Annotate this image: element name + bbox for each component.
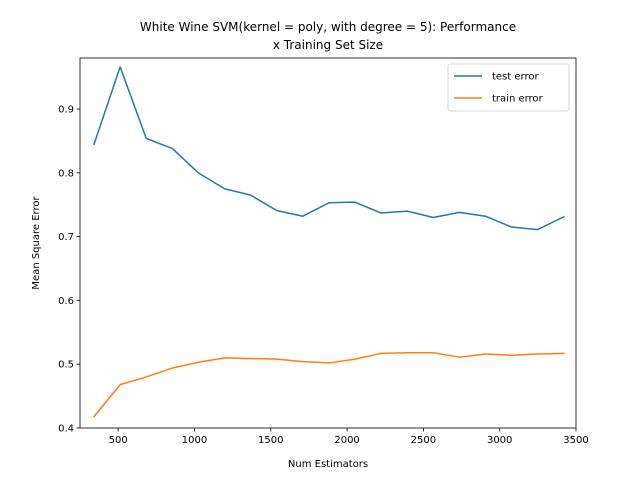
x-tick-label: 2000 [334, 435, 359, 446]
x-tick-label: 1000 [182, 435, 207, 446]
x-tick-label: 3000 [487, 435, 512, 446]
y-tick-label: 0.6 [58, 296, 74, 307]
series-line-train-error [92, 351, 565, 418]
y-tick-label: 0.8 [58, 168, 74, 179]
chart-title-line1: White Wine SVM(kernel = poly, with degre… [140, 20, 516, 34]
x-tick-label: 500 [109, 435, 128, 446]
legend: test error train error [447, 63, 570, 112]
chart-title-line2: x Training Set Size [273, 38, 383, 52]
y-tick-label: 0.5 [58, 360, 74, 371]
y-tick-label: 0.9 [58, 105, 74, 116]
y-axis-title: Mean Square Error [31, 196, 42, 290]
plot-area: 500 1000 1500 2000 2500 3000 3500 0.4 0.5 0.6 0.7 0… [58, 57, 589, 446]
axes-frame [79, 57, 577, 429]
x-tick-label: 2500 [411, 435, 436, 446]
series-line-test-error [93, 66, 565, 231]
y-tick-label: 0.4 [58, 424, 74, 435]
legend-label: train error [492, 94, 544, 105]
x-axis-title: Num Estimators [288, 459, 368, 470]
x-tick-label: 3500 [563, 435, 588, 446]
y-tick-label: 0.7 [58, 232, 74, 243]
legend-label: test error [492, 72, 539, 83]
x-tick-label: 1500 [258, 435, 283, 446]
